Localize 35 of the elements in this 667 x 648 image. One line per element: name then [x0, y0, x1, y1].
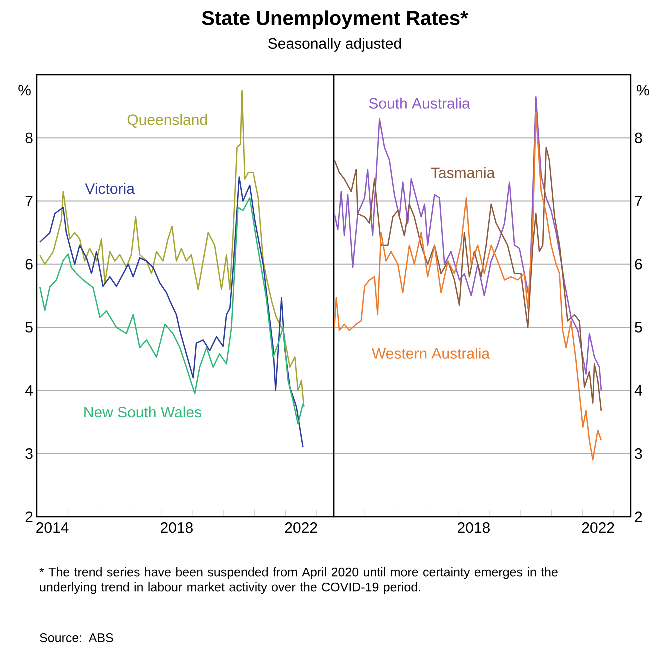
chart-title: State Unemployment Rates*: [202, 10, 468, 30]
y-tick-label: 5: [635, 322, 642, 333]
chart-subtitle: Seasonally adjusted: [268, 38, 402, 52]
y-tick-label: 7: [635, 196, 642, 206]
series-label: South Australia: [369, 98, 470, 109]
y-tick-label: 2: [26, 512, 33, 522]
y-axis-title: %: [18, 85, 31, 96]
series-label: New South Wales: [84, 406, 202, 418]
line-series: [334, 146, 602, 412]
y-tick-label: 4: [634, 386, 642, 396]
x-tick-label: 2022: [285, 522, 318, 534]
series-label: Victoria: [85, 183, 135, 194]
text: * The trend series have been suspended from April 2020 until more certainty emerges in the underlying trend in labour market activity over the COVID-19 period.: [40, 568, 558, 594]
line-series: [334, 112, 602, 461]
x-tick-label: 2018: [458, 522, 490, 534]
y-tick-label: 6: [635, 259, 642, 270]
line-series: [39, 197, 304, 425]
x-tick-label: 2022: [582, 522, 614, 534]
line-series: [39, 176, 304, 448]
source-note: Source: ABS: [40, 634, 114, 642]
x-tick-label: 2018: [161, 522, 193, 534]
series-label: Tasmania: [431, 167, 496, 178]
y-axis-title: %: [637, 85, 650, 96]
y-tick-label: 3: [635, 448, 642, 460]
y-tick-label: 5: [26, 322, 33, 333]
y-tick-label: 3: [26, 448, 33, 460]
x-tick-label: 2014: [36, 522, 69, 534]
y-tick-label: 2: [635, 512, 642, 522]
y-tick-label: 7: [26, 196, 33, 206]
y-tick-label: 4: [25, 386, 34, 396]
y-tick-label: 8: [635, 132, 642, 144]
y-tick-label: 6: [26, 259, 33, 270]
y-tick-label: 8: [26, 132, 33, 144]
text: Queensland: [128, 114, 208, 128]
series-label: Western Australia: [372, 348, 490, 359]
